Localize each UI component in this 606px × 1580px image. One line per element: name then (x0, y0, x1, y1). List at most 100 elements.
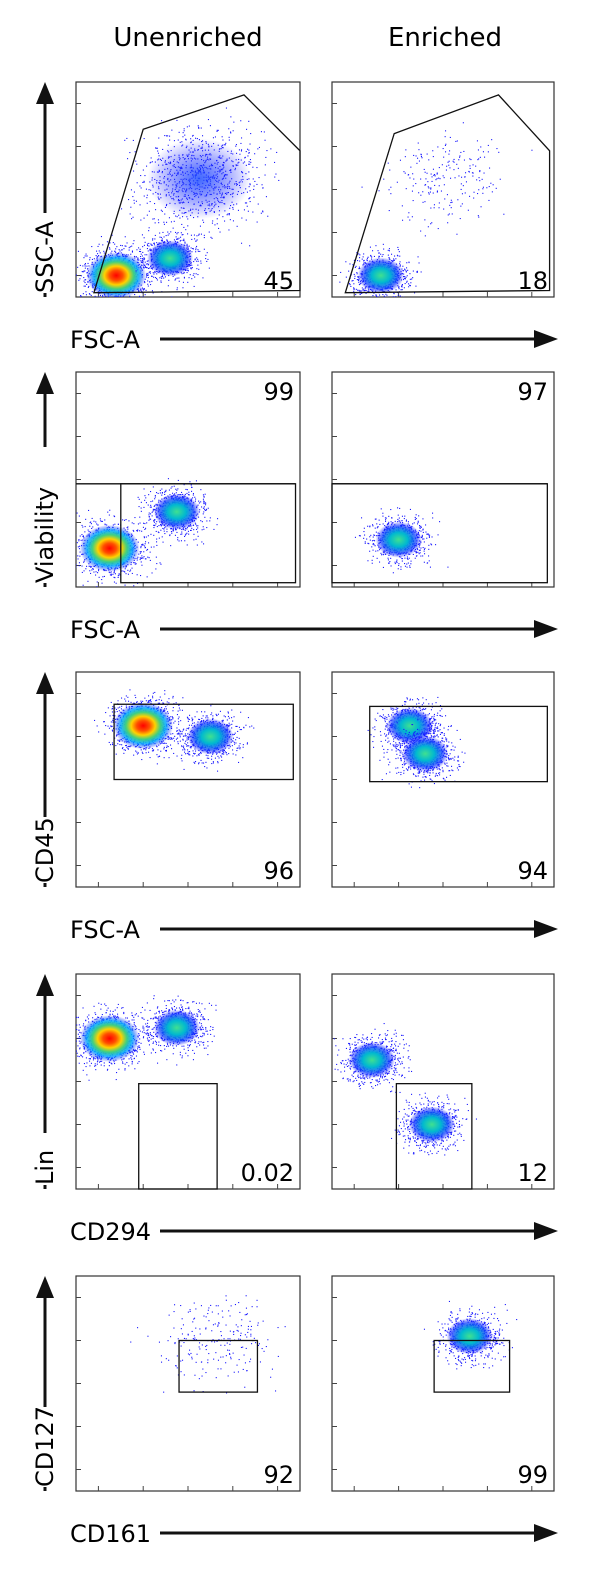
event-dot (224, 220, 226, 222)
event-dot (73, 564, 74, 565)
event-dot (241, 217, 243, 219)
event-dot (265, 196, 267, 198)
event-dot (108, 300, 109, 301)
event-dot (143, 259, 145, 261)
event-dot (216, 524, 218, 526)
event-dot (202, 513, 204, 515)
event-dot (155, 568, 157, 570)
event-dot (353, 259, 355, 261)
event-dot (147, 556, 149, 558)
event-dot (248, 120, 250, 122)
event-dot (151, 290, 153, 292)
event-dot (96, 256, 98, 258)
event-dot (355, 294, 357, 296)
event-dot (197, 527, 199, 529)
event-dot (230, 116, 232, 118)
event-dot (154, 238, 156, 240)
event-dot (140, 507, 142, 509)
event-dot (146, 301, 147, 302)
event-dot (172, 530, 174, 532)
event-dot (472, 172, 474, 174)
event-dot (424, 184, 426, 186)
event-dot (481, 178, 483, 180)
event-dot (184, 534, 186, 536)
event-dot (186, 544, 188, 546)
event-dot (153, 505, 155, 507)
event-dot (256, 221, 258, 223)
event-dot (90, 572, 92, 574)
event-dot (183, 226, 185, 228)
event-dot (145, 497, 147, 499)
event-dot (486, 187, 488, 189)
event-dot (177, 537, 179, 539)
event-dot (133, 308, 134, 309)
event-dot (192, 134, 194, 136)
event-dot (407, 216, 409, 218)
event-dot (161, 494, 163, 496)
event-dot (137, 259, 139, 261)
event-dot (144, 499, 146, 501)
event-dot (353, 290, 355, 292)
event-dot (218, 227, 220, 229)
event-dot (194, 258, 196, 260)
event-dot (97, 524, 99, 526)
event-dot (246, 202, 248, 204)
event-dot (114, 573, 116, 575)
event-dot (114, 250, 116, 252)
event-dot (492, 184, 494, 186)
event-dot (184, 242, 186, 244)
event-dot (81, 565, 83, 567)
event-dot (106, 300, 107, 301)
event-dot (141, 234, 143, 236)
event-dot (206, 508, 208, 510)
event-dot (113, 571, 115, 573)
event-dot (143, 551, 145, 553)
event-dot (196, 260, 198, 262)
event-dot (97, 572, 99, 574)
event-dot (128, 199, 130, 201)
event-dot (83, 561, 85, 563)
event-dot (203, 502, 205, 504)
event-dot (89, 259, 91, 261)
event-dot (206, 252, 208, 254)
event-dot (460, 151, 462, 153)
event-dot (196, 525, 198, 527)
event-dot (77, 558, 79, 560)
event-dot (409, 278, 411, 280)
event-dot (260, 131, 262, 133)
event-dot (378, 252, 380, 254)
event-dot (142, 246, 144, 248)
event-dot (98, 299, 99, 300)
event-dot (148, 514, 150, 516)
event-dot (144, 543, 146, 545)
event-dot (82, 584, 84, 586)
event-dot (175, 236, 177, 238)
event-dot (356, 272, 358, 274)
event-dot (123, 570, 125, 572)
event-dot (176, 238, 178, 240)
event-dot (83, 270, 85, 272)
event-dot (353, 288, 355, 290)
event-dot (354, 300, 355, 301)
event-dot (95, 574, 97, 576)
event-dot (187, 530, 189, 532)
event-dot (192, 524, 194, 526)
event-dot (140, 288, 142, 290)
column-title-enriched: Enriched (388, 23, 502, 53)
event-dot (158, 222, 160, 224)
event-dot (442, 148, 444, 150)
event-dot (212, 220, 214, 222)
event-dot (66, 284, 67, 285)
event-dot (531, 149, 533, 151)
event-dot (404, 172, 406, 174)
event-dot (78, 279, 80, 281)
event-dot (276, 151, 278, 153)
event-dot (175, 278, 177, 280)
event-dot (190, 529, 192, 531)
event-dot (413, 299, 414, 300)
column-title-unenriched: Unenriched (113, 23, 262, 53)
event-dot (469, 158, 471, 160)
event-dot (76, 534, 77, 536)
event-dot (262, 187, 264, 189)
density-hotspot (153, 493, 200, 530)
